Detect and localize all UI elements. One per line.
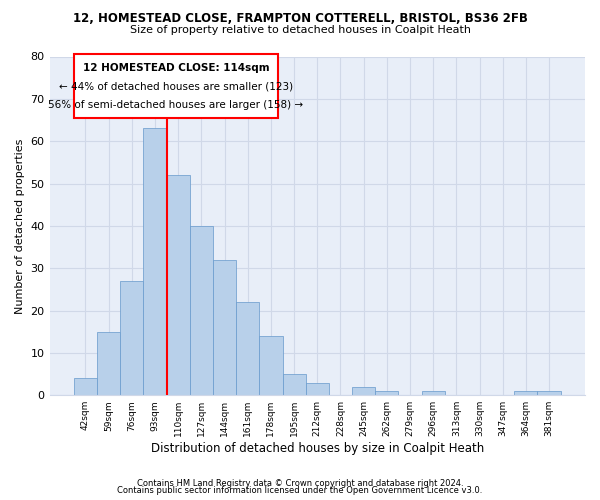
Bar: [305, 382, 329, 395]
Bar: [538, 391, 560, 395]
Bar: [375, 391, 398, 395]
Bar: [283, 374, 305, 395]
Bar: [167, 175, 190, 395]
Bar: [97, 332, 120, 395]
Bar: [143, 128, 167, 395]
Bar: [74, 378, 97, 395]
Text: 12 HOMESTEAD CLOSE: 114sqm: 12 HOMESTEAD CLOSE: 114sqm: [83, 64, 269, 74]
Text: Contains public sector information licensed under the Open Government Licence v3: Contains public sector information licen…: [118, 486, 482, 495]
Text: 12, HOMESTEAD CLOSE, FRAMPTON COTTERELL, BRISTOL, BS36 2FB: 12, HOMESTEAD CLOSE, FRAMPTON COTTERELL,…: [73, 12, 527, 26]
Bar: [422, 391, 445, 395]
Bar: [514, 391, 538, 395]
Bar: [120, 281, 143, 395]
Text: Size of property relative to detached houses in Coalpit Heath: Size of property relative to detached ho…: [130, 25, 470, 35]
X-axis label: Distribution of detached houses by size in Coalpit Heath: Distribution of detached houses by size …: [151, 442, 484, 455]
Bar: [236, 302, 259, 395]
Text: ← 44% of detached houses are smaller (123): ← 44% of detached houses are smaller (12…: [59, 81, 293, 91]
Y-axis label: Number of detached properties: Number of detached properties: [15, 138, 25, 314]
Text: Contains HM Land Registry data © Crown copyright and database right 2024.: Contains HM Land Registry data © Crown c…: [137, 478, 463, 488]
Bar: [213, 260, 236, 395]
Bar: [352, 386, 375, 395]
Bar: [190, 226, 213, 395]
Bar: [259, 336, 283, 395]
Text: 56% of semi-detached houses are larger (158) →: 56% of semi-detached houses are larger (…: [49, 100, 304, 110]
Bar: [74, 54, 278, 118]
